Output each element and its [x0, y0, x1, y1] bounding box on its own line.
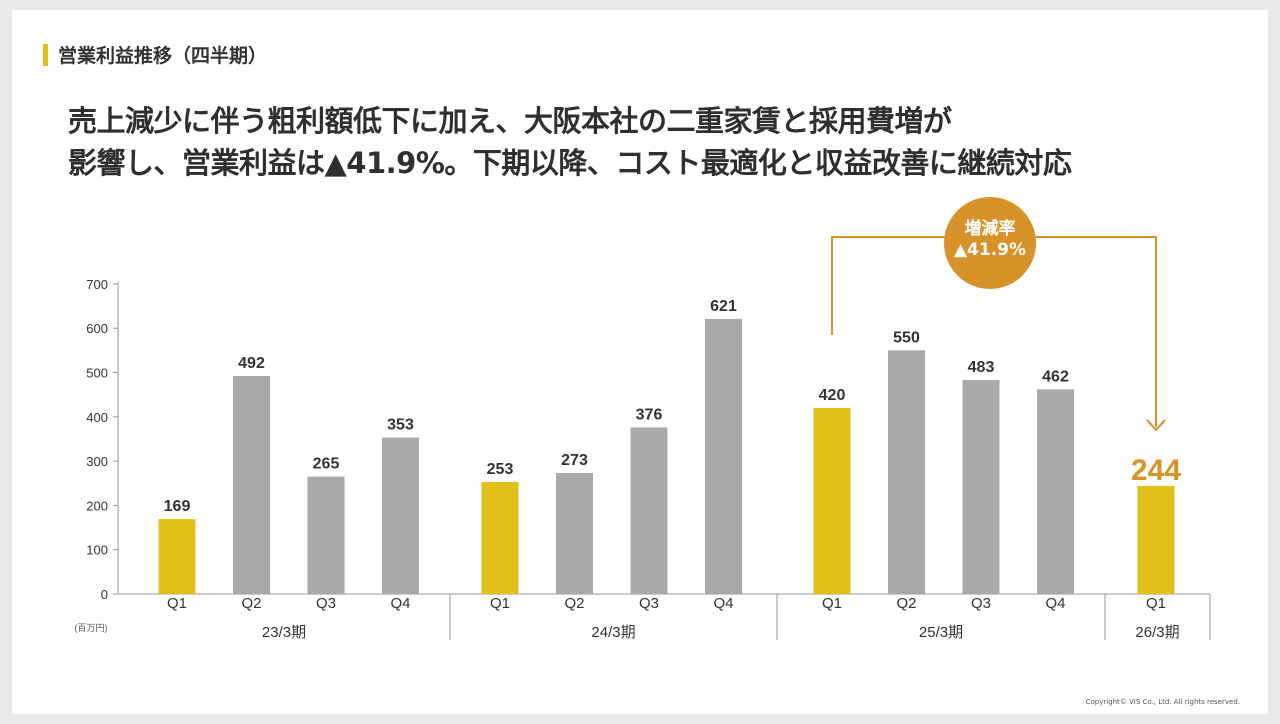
data-label: 273 — [561, 452, 588, 469]
period-label: 23/3期 — [262, 624, 306, 641]
bar — [233, 376, 270, 594]
bar — [481, 481, 519, 594]
quarter-label: Q2 — [564, 595, 584, 612]
headline-line-1: 売上減少に伴う粗利額低下に加え、大阪本社の二重家賃と採用費増が — [68, 104, 952, 138]
bar — [630, 427, 668, 594]
data-label: 621 — [710, 298, 737, 315]
quarter-label: Q1 — [822, 595, 842, 612]
bar — [307, 476, 345, 594]
quarter-label: Q1 — [490, 595, 510, 612]
section-accent-bar — [43, 44, 48, 66]
headline-line-2: 影響し、営業利益は▲41.9%。下期以降、コスト最適化と収益改善に継続対応 — [68, 146, 1072, 180]
y-tick-label: 600 — [86, 321, 108, 336]
change-rate-badge: 増減率 ▲41.9% — [944, 197, 1036, 289]
headline: 売上減少に伴う粗利額低下に加え、大阪本社の二重家賃と採用費増が 影響し、営業利益… — [68, 100, 1238, 184]
bar — [382, 437, 419, 594]
quarter-label: Q2 — [896, 595, 916, 612]
quarter-label: Q4 — [1045, 595, 1065, 612]
data-label: 462 — [1042, 368, 1069, 385]
bar — [1137, 485, 1175, 594]
quarter-label: Q1 — [1146, 595, 1166, 612]
slide-background — [12, 10, 1268, 714]
y-tick-label: 100 — [86, 543, 108, 558]
y-tick-label: 700 — [86, 277, 108, 292]
quarter-label: Q1 — [167, 595, 187, 612]
quarter-label: Q4 — [713, 595, 733, 612]
quarter-label: Q2 — [241, 595, 261, 612]
data-label: 244 — [1131, 454, 1181, 487]
quarter-label: Q3 — [971, 595, 991, 612]
quarter-label: Q4 — [390, 595, 410, 612]
data-label: 353 — [387, 417, 414, 434]
bar — [888, 350, 925, 594]
bar — [1037, 389, 1074, 594]
quarter-label: Q3 — [639, 595, 659, 612]
data-label: 265 — [313, 456, 340, 473]
unit-label: (百万円) — [75, 623, 108, 633]
data-label: 420 — [819, 387, 846, 404]
copyright: Copyright© VIS Co., Ltd. All rights rese… — [1085, 698, 1240, 706]
data-label: 169 — [164, 498, 191, 515]
quarter-label: Q3 — [316, 595, 336, 612]
bar — [705, 318, 742, 594]
bar — [962, 380, 1000, 594]
change-rate-label: 増減率 — [964, 219, 1016, 239]
data-label: 550 — [893, 329, 920, 346]
bar — [158, 519, 196, 594]
y-tick-label: 500 — [86, 366, 108, 381]
data-label: 492 — [238, 355, 265, 372]
period-label: 26/3期 — [1135, 624, 1179, 641]
arrow-down-icon — [1146, 419, 1166, 432]
data-label: 483 — [968, 359, 995, 376]
bar — [556, 473, 593, 594]
y-tick-label: 0 — [101, 587, 108, 602]
change-rate-value: ▲41.9% — [953, 240, 1027, 260]
period-label: 25/3期 — [919, 624, 963, 641]
data-label: 253 — [487, 461, 514, 478]
y-tick-label: 200 — [86, 498, 108, 513]
y-tick-label: 400 — [86, 410, 108, 425]
section-title: 営業利益推移（四半期） — [58, 45, 268, 67]
data-label: 376 — [636, 406, 663, 423]
period-label: 24/3期 — [591, 624, 635, 641]
bar — [813, 407, 851, 594]
y-tick-label: 300 — [86, 454, 108, 469]
